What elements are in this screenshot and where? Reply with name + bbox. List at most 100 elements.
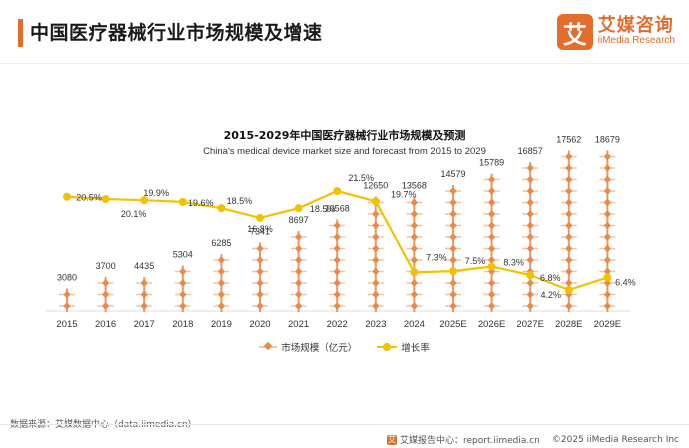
market-size-icon (445, 254, 461, 266)
market-size-label: 12650 (363, 181, 388, 191)
growth-rate-label: 20.5% (76, 193, 102, 203)
footer-info: 艾 艾媒报告中心：report.iimedia.cn ©2025 iiMedia… (386, 433, 679, 446)
market-size-icon (174, 265, 191, 278)
market-size-bar (290, 231, 307, 312)
market-size-icon (560, 277, 577, 289)
market-size-icon (599, 231, 616, 243)
market-size-label: 6285 (211, 238, 231, 248)
market-size-icon (599, 173, 616, 186)
market-size-icon (560, 300, 577, 312)
growth-rate-label: 8.3% (503, 258, 524, 268)
copyright-text: ©2025 iiMedia Research Inc (551, 434, 679, 445)
market-size-icon (522, 231, 539, 243)
market-size-icon (329, 219, 346, 232)
market-size-icon (406, 300, 423, 312)
market-size-label: 16857 (518, 146, 543, 156)
growth-rate-point (217, 204, 226, 213)
growth-rate-label: 19.6% (188, 198, 214, 208)
market-size-icon (136, 300, 153, 312)
market-size-bar (174, 265, 191, 312)
market-size-icon (406, 208, 423, 220)
legend-label-market-size: 市场规模（亿元） (281, 343, 358, 354)
market-size-icon (213, 288, 230, 301)
market-size-icon (252, 265, 268, 278)
report-center-link[interactable]: 艾媒报告中心：report.iimedia.cn (399, 436, 540, 446)
market-size-label: 17562 (556, 135, 581, 145)
legend-label-growth-rate: 增长率 (401, 343, 430, 354)
market-size-icon (329, 300, 346, 312)
brand-mark-icon: 艾 (556, 14, 593, 50)
market-size-icon (483, 185, 500, 197)
legend-item-growth-rate: 增长率 (377, 340, 430, 354)
brand-name-en: iiMedia Research (597, 35, 675, 47)
market-size-label: 15789 (479, 158, 504, 168)
market-size-bar (252, 242, 268, 312)
market-size-icon (252, 242, 268, 255)
market-size-icon (599, 254, 616, 266)
growth-rate-point (526, 271, 535, 280)
market-size-icon (367, 277, 384, 289)
market-size-icon (213, 254, 230, 266)
x-tick-label: 2026E (478, 319, 505, 330)
x-tick-label: 2018 (172, 319, 193, 330)
market-size-icon (522, 219, 539, 232)
x-tick-label: 2022 (327, 319, 348, 330)
market-size-icon (213, 300, 230, 312)
market-size-icon (290, 277, 307, 289)
market-size-icon (599, 288, 616, 301)
growth-rate-label: 18.5% (227, 196, 253, 206)
market-size-icon (97, 277, 114, 289)
growth-rate-point (564, 286, 573, 294)
market-size-icon (329, 277, 346, 289)
market-size-icon (367, 288, 384, 301)
report-center-icon: 艾 (386, 434, 397, 445)
market-size-icon (599, 265, 616, 278)
market-size-icon (599, 185, 616, 197)
market-size-icon (174, 277, 191, 289)
title-accent-bar (18, 19, 23, 47)
growth-rate-point (487, 262, 496, 271)
market-size-icon (483, 242, 500, 255)
market-size-icon (522, 185, 539, 197)
chart-subtitle: China's medical device market size and f… (203, 146, 486, 157)
market-size-icon (483, 208, 500, 220)
growth-rate-label: 18.5% (310, 204, 336, 214)
growth-rate-point (140, 196, 149, 205)
market-size-icon (290, 265, 307, 278)
market-size-icon (599, 242, 616, 255)
market-size-icon (406, 242, 423, 255)
market-size-bar (59, 288, 75, 312)
market-size-icon (560, 196, 577, 209)
chart-title: 2015-2029年中国医疗器械行业市场规模及预测 (223, 129, 466, 142)
market-size-bar (213, 254, 230, 312)
market-size-icon (483, 231, 500, 243)
x-tick-label: 2028E (555, 319, 582, 330)
market-size-icon (252, 254, 268, 266)
market-size-icon (329, 288, 346, 301)
growth-rate-label: 19.7% (391, 189, 417, 199)
growth-rate-point (371, 197, 380, 206)
market-size-label: 5304 (173, 250, 193, 260)
market-size-icon (329, 265, 346, 278)
legend-item-market-size: 市场规模（亿元） (259, 340, 357, 354)
market-size-icon (406, 254, 423, 266)
market-size-label: 7341 (250, 227, 270, 237)
market-size-bar (329, 219, 346, 312)
market-size-label: 10568 (325, 204, 350, 214)
market-size-icon (406, 196, 423, 209)
market-size-icon (522, 162, 539, 174)
footer-divider (0, 424, 689, 425)
growth-rate-point (256, 213, 264, 222)
growth-rate-label: 7.5% (465, 256, 486, 266)
market-size-label: 8697 (289, 215, 309, 225)
market-size-icon (252, 300, 268, 312)
market-size-icon (560, 231, 577, 243)
market-size-icon (522, 242, 539, 255)
market-size-icon (367, 300, 384, 312)
x-tick-label: 2029E (594, 319, 621, 330)
x-tick-label: 2027E (516, 319, 543, 330)
market-size-icon (97, 288, 114, 301)
market-size-icon (599, 300, 616, 312)
market-size-icon (522, 277, 539, 289)
market-size-icon (483, 219, 500, 232)
